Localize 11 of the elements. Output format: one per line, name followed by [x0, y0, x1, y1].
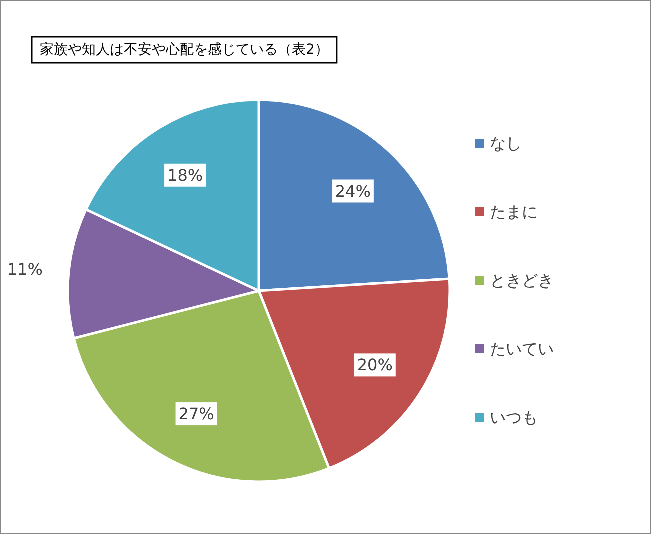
legend-label: なし	[490, 134, 522, 153]
chart-title: 家族や知人は不安や心配を感じている（表2）	[40, 42, 329, 58]
data-label: 11%	[7, 260, 43, 279]
legend-label: たいてい	[490, 340, 554, 358]
data-label: 27%	[178, 404, 214, 424]
legend-label: たまに	[490, 202, 538, 222]
data-label: 24%	[335, 182, 371, 201]
data-label: 18%	[168, 166, 204, 185]
legend-label: ときどき	[490, 271, 554, 290]
legend-label: いつも	[490, 408, 538, 427]
data-label: 20%	[357, 356, 393, 375]
